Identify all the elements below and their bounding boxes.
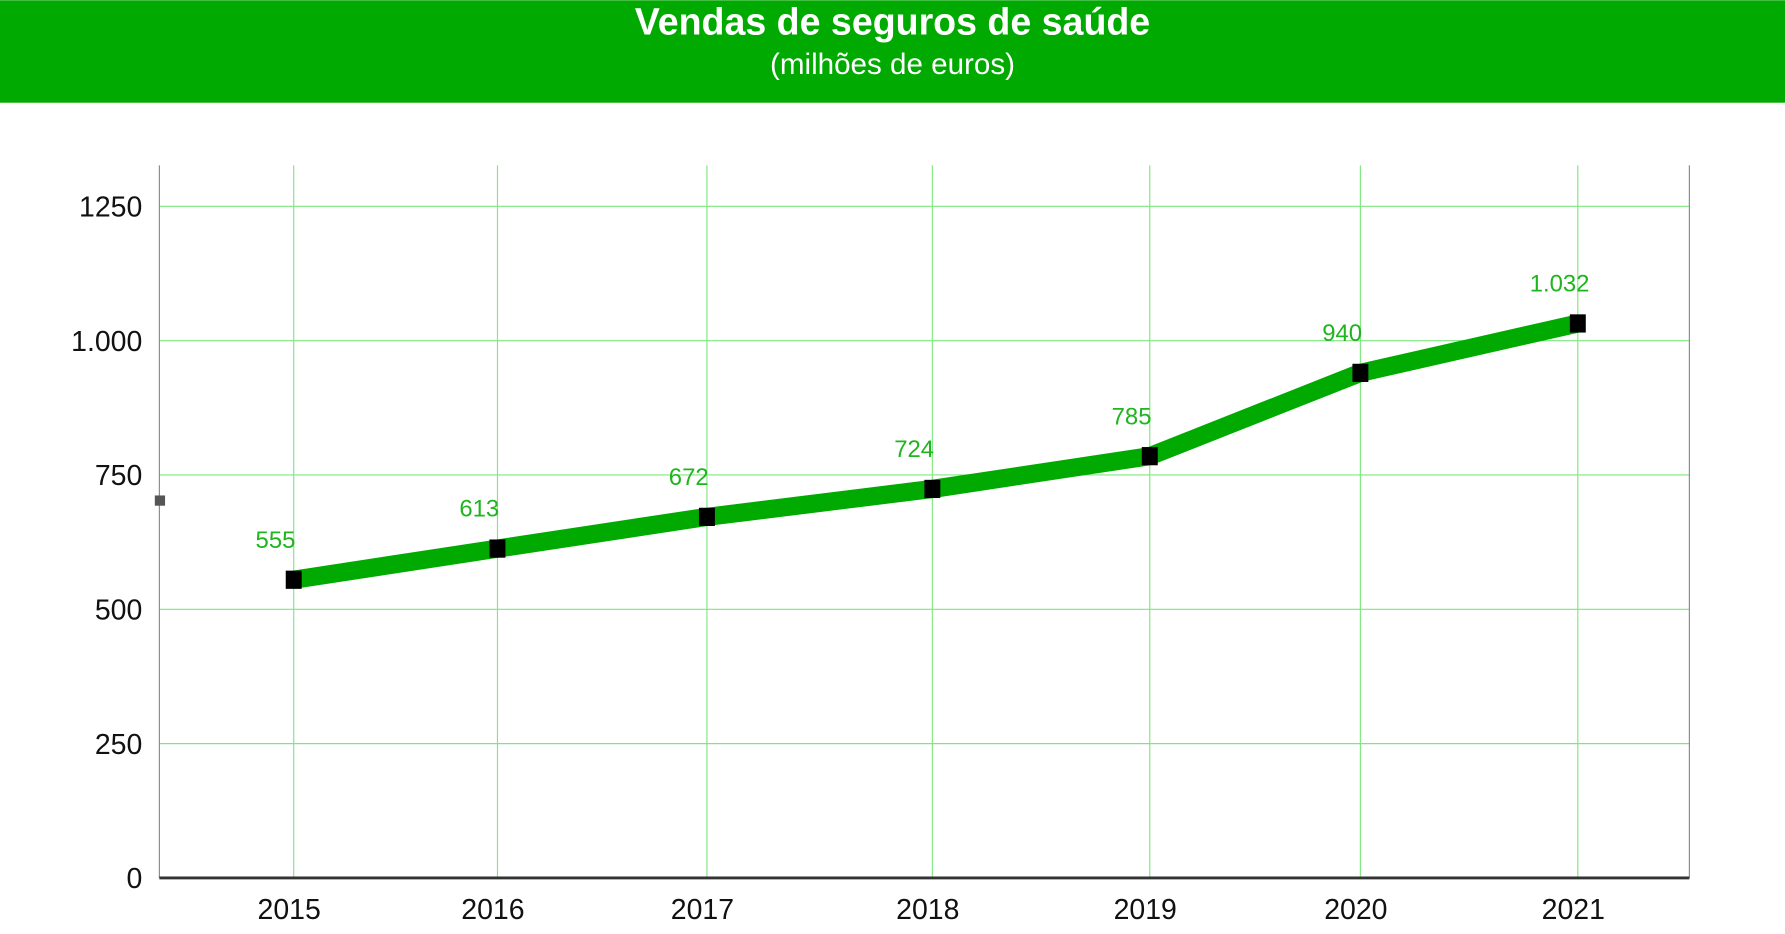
series: [285, 314, 1586, 589]
data-label: 613: [459, 496, 499, 523]
data-label: 724: [894, 436, 934, 463]
axis-marker: [154, 495, 166, 506]
data-point-marker: [489, 539, 506, 558]
x-tick-label: 2018: [896, 894, 959, 926]
y-tick-label: 0: [126, 863, 142, 895]
data-point-marker: [1141, 447, 1158, 466]
grid: [159, 165, 1690, 878]
data-point-marker: [924, 479, 941, 499]
x-tick-label: 2019: [1114, 894, 1177, 926]
data-label: 672: [669, 464, 709, 491]
x-tick-label: 2015: [258, 894, 321, 926]
data-label: 1.032: [1530, 271, 1590, 298]
data-label: 555: [256, 527, 296, 554]
x-tick-label: 2017: [671, 894, 734, 926]
labels: 0 250 500 750 1.000 1250 2015 2016 2017 2018 2019 2…: [71, 192, 1605, 926]
chart-subtitle: (milhões de euros): [770, 48, 1015, 81]
y-tick-label: 1250: [79, 192, 142, 224]
data-label: 785: [1112, 403, 1152, 430]
axes: [154, 165, 1690, 880]
x-tick-label: 2021: [1542, 894, 1605, 926]
header-banner: [0, 0, 1785, 103]
y-tick-label: 1.000: [71, 326, 142, 358]
data-label: 940: [1322, 320, 1362, 347]
y-tick-label: 250: [95, 729, 142, 761]
x-tick-label: 2016: [461, 894, 524, 926]
data-point-marker: [285, 570, 302, 589]
y-tick-label: 500: [95, 595, 142, 627]
data-point-marker: [1352, 363, 1369, 382]
data-point-marker: [698, 507, 715, 526]
chart-title: Vendas de seguros de saúde: [635, 0, 1150, 42]
y-tick-label: 750: [95, 460, 142, 492]
x-tick-label: 2020: [1324, 894, 1387, 926]
series-line: [292, 314, 1580, 589]
data-point-marker: [1569, 314, 1586, 333]
